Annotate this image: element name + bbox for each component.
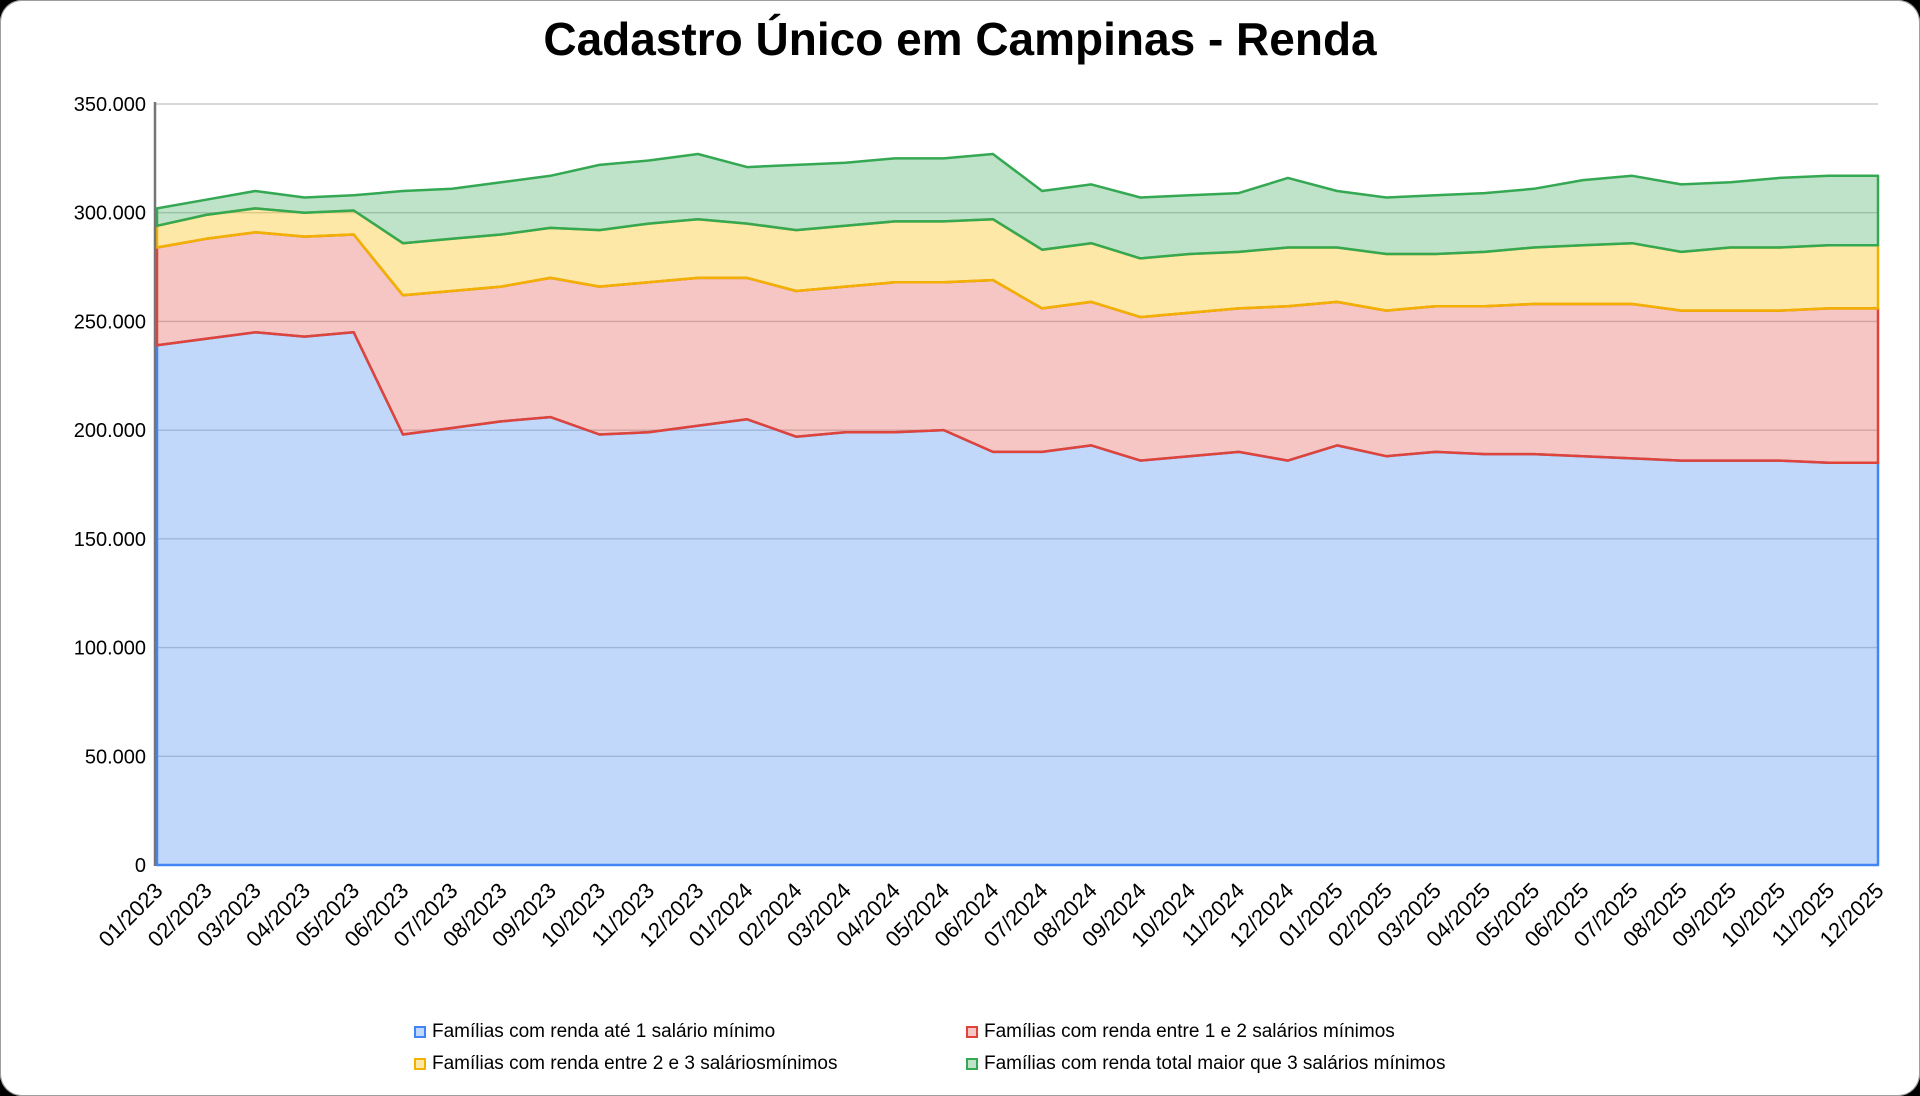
legend-label: Famílias com renda entre 2 e 3 saláriosm… [432,1053,838,1074]
legend-marker-red [966,1026,978,1038]
y-tick-label: 0 [135,855,146,877]
y-tick-label: 200.000 [74,420,146,442]
y-tick-label: 150.000 [74,529,146,551]
legend-label: Famílias com renda total maior que 3 sal… [984,1053,1446,1074]
series-area-4 [155,152,1880,260]
x-axis-labels: 01/202302/202303/202304/202305/202306/20… [94,878,1889,952]
legend-item-renda-1-a-2-sm: Famílias com renda entre 1 e 2 salários … [966,1020,1395,1044]
y-tick-label: 250.000 [74,311,146,333]
legend-item-renda-maior-3-sm: Famílias com renda total maior que 3 sal… [966,1052,1445,1076]
y-tick-label: 350.000 [74,94,146,116]
legend-marker-yellow [414,1058,426,1070]
legend-marker-green [966,1058,978,1070]
y-axis-labels: 0 50.000 100.000 150.000 200.000 250.000 300.0… [74,94,146,877]
legend-item-renda-2-a-3-sm: Famílias com renda entre 2 e 3 saláriosm… [414,1052,838,1076]
legend-item-renda-ate-1-sm: Famílias com renda até 1 salário mínimo [414,1020,775,1044]
y-tick-label: 100.000 [74,638,146,660]
legend-marker-blue [414,1026,426,1038]
y-tick-label: 300.000 [74,203,146,225]
legend-label: Famílias com renda até 1 salário mínimo [432,1021,776,1042]
y-tick-label: 50.000 [85,746,146,768]
legend-label: Famílias com renda entre 1 e 2 salários … [984,1021,1395,1042]
chart-title: Cadastro Único em Campinas - Renda [543,13,1377,65]
